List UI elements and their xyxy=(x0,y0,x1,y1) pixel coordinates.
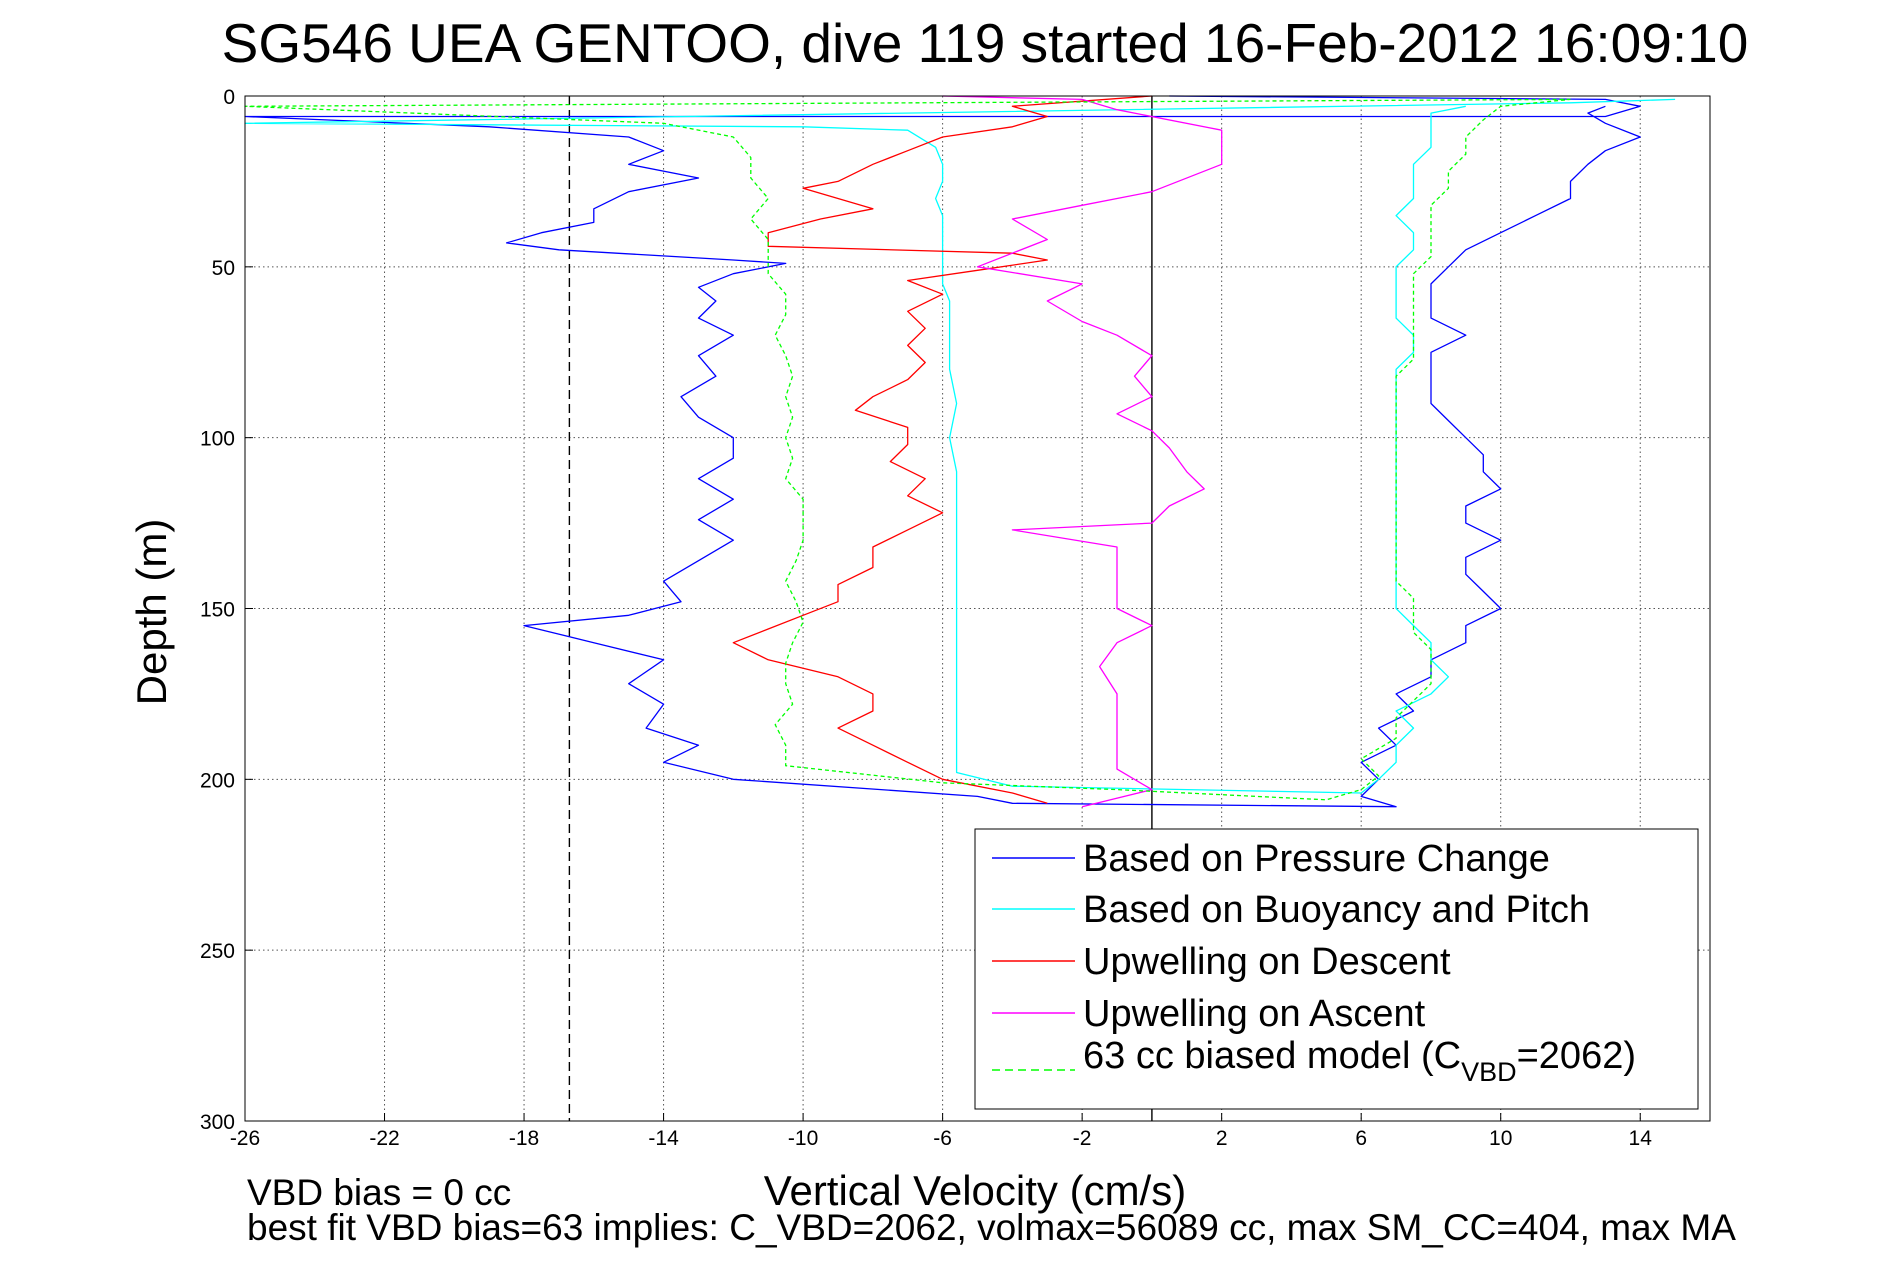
legend-entry-biased-model-main: 63 cc biased model (C xyxy=(1083,1035,1461,1077)
legend-entry-upwelling-descent: Upwelling on Descent xyxy=(1083,941,1451,983)
x-tick-label: 2 xyxy=(1216,1127,1228,1150)
legend-swatches xyxy=(992,857,1075,1071)
y-axis-label: Depth (m) xyxy=(128,519,175,706)
x-axis-label: Vertical Velocity (cm/s) xyxy=(764,1167,1186,1214)
y-tick-label: 0 xyxy=(223,86,235,109)
x-tick-label: -14 xyxy=(648,1127,679,1150)
y-tick-label: 150 xyxy=(200,599,235,622)
tick-layer: -26 -22 -18 -14 -10 -6 -2 2 6 10 14050100150200250… xyxy=(200,86,1652,1150)
upwelling-descent-line xyxy=(732,95,1152,804)
legend-entry-buoyancy-pitch: Based on Buoyancy and Pitch xyxy=(1083,889,1590,931)
x-tick-label: -10 xyxy=(788,1127,818,1150)
upwelling-ascent-line xyxy=(942,95,1223,808)
legend-entry-pressure-change: Based on Pressure Change xyxy=(1083,838,1550,880)
biased-model-line xyxy=(244,98,1571,801)
y-tick-label: 100 xyxy=(200,428,235,451)
annotation-best-fit: best fit VBD bias=63 implies: C_VBD=2062… xyxy=(247,1207,1736,1248)
y-tick-label: 50 xyxy=(212,257,235,280)
x-tick-label: 10 xyxy=(1489,1127,1512,1150)
legend-entry-upwelling-ascent: Upwelling on Ascent xyxy=(1083,993,1426,1035)
y-tick-label: 300 xyxy=(200,1111,235,1134)
legend-entry-biased-model: 63 cc biased model (CVBD=2062) xyxy=(1083,1035,1636,1087)
legend-entry-biased-model-suffix: =2062) xyxy=(1517,1035,1636,1077)
x-tick-label: -26 xyxy=(230,1127,260,1150)
legend-box xyxy=(974,828,1699,1110)
x-tick-label: -22 xyxy=(369,1127,399,1150)
y-tick-label: 200 xyxy=(200,769,235,792)
x-tick-label: 14 xyxy=(1629,1127,1653,1150)
x-tick-label: 6 xyxy=(1355,1127,1367,1150)
x-tick-label: -6 xyxy=(933,1127,952,1150)
x-tick-label: -18 xyxy=(509,1127,539,1150)
legend: Based on Pressure Change Based on Buoyan… xyxy=(974,828,1699,1110)
y-tick-label: 250 xyxy=(200,940,235,963)
x-tick-label: -2 xyxy=(1073,1127,1092,1150)
chart-title: SG546 UEA GENTOO, dive 119 started 16-Fe… xyxy=(222,12,1749,74)
series-layer xyxy=(244,95,1676,808)
legend-entry-biased-model-subscript: VBD xyxy=(1461,1057,1517,1087)
annotation-vbd-bias: VBD bias = 0 cc xyxy=(247,1172,511,1213)
pressure-change-line xyxy=(244,95,1641,808)
buoyancy-pitch-line xyxy=(244,98,1676,794)
